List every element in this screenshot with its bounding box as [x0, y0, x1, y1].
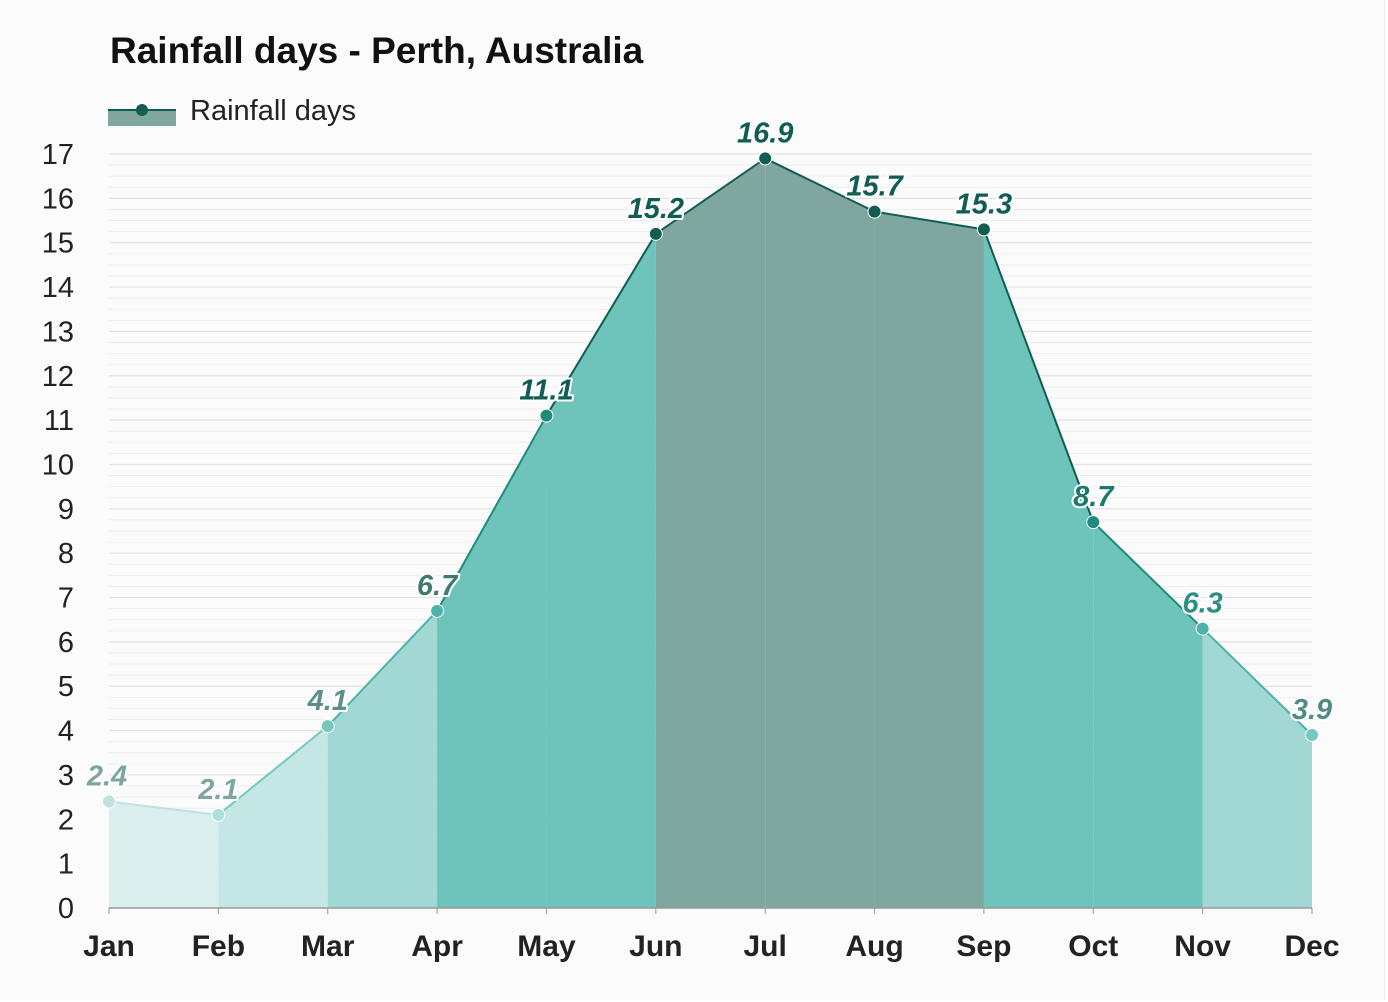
chart-title: Rainfall days - Perth, Australia: [110, 30, 644, 71]
data-label-aug: 15.7: [846, 171, 904, 203]
x-tick-label: Jan: [83, 930, 135, 963]
data-label-may: 11.1: [519, 375, 573, 407]
y-tick-label: 14: [42, 272, 74, 304]
data-label-nov: 6.3: [1182, 588, 1222, 620]
y-tick-label: 3: [58, 760, 74, 792]
area-segment-jul: [765, 158, 875, 908]
series-line-segment: [545, 233, 657, 417]
data-label-mar: 4.1: [307, 685, 348, 717]
y-tick-label: 16: [42, 183, 74, 215]
series-line-segment: [108, 800, 219, 816]
data-point-feb: [211, 807, 226, 822]
legend-label: Rainfall days: [190, 94, 357, 127]
y-tick-label: 17: [42, 139, 74, 171]
x-tick-label: Sep: [956, 930, 1011, 963]
x-tick-label: Jul: [744, 930, 787, 963]
x-tick-label: Jun: [629, 930, 682, 963]
data-point-apr: [430, 603, 445, 618]
data-label-sep: 15.3: [956, 188, 1012, 220]
y-tick-label: 1: [58, 849, 74, 881]
area-segment-aug: [874, 211, 984, 909]
data-label-jan: 2.4: [86, 761, 127, 793]
y-tick-label: 10: [42, 449, 74, 481]
x-tick-label: Dec: [1284, 930, 1339, 963]
area-segment-nov: [1202, 628, 1312, 908]
x-tick-label: Apr: [411, 930, 463, 963]
legend-swatch-icon: [108, 99, 176, 126]
series-line-segment: [1201, 627, 1313, 736]
series-line-segment: [874, 210, 985, 231]
data-point-nov: [1195, 621, 1210, 636]
y-tick-label: 11: [44, 405, 74, 437]
data-label-dec: 3.9: [1292, 694, 1332, 726]
data-label-apr: 6.7: [417, 570, 459, 602]
y-tick-label: 5: [58, 671, 74, 703]
legend[interactable]: Rainfall days: [108, 93, 356, 129]
data-point-oct: [1086, 515, 1101, 530]
x-tick-label: Aug: [845, 930, 903, 963]
data-point-sep: [976, 222, 991, 237]
area-segment-oct: [1093, 522, 1203, 908]
area-segment-jan: [109, 801, 219, 908]
series-line-segment: [764, 157, 875, 213]
y-tick-label: 15: [42, 228, 74, 260]
x-tick-label: Feb: [192, 930, 245, 963]
data-point-jul: [758, 151, 773, 166]
data-label-jul: 16.9: [737, 117, 793, 149]
data-point-jun: [648, 226, 663, 241]
y-tick-label: 9: [58, 494, 74, 526]
y-tick-label: 7: [58, 583, 74, 615]
data-point-aug: [867, 204, 882, 219]
series-line-segment: [655, 157, 766, 235]
series-line: [108, 157, 1313, 816]
y-tick-label: 0: [58, 893, 74, 925]
x-tick-label: Nov: [1174, 930, 1231, 963]
markers: [102, 151, 1319, 822]
area-segment-sep: [983, 229, 1094, 908]
x-tick-label: May: [517, 930, 576, 963]
series-line-segment: [217, 725, 329, 816]
x-tick-label: Mar: [301, 930, 355, 963]
area-segments: [109, 158, 1312, 909]
series-line-segment: [436, 415, 548, 612]
data-point-dec: [1305, 728, 1319, 743]
y-tick-label: 4: [58, 716, 74, 748]
area-segment-apr: [437, 415, 547, 908]
y-tick-label: 8: [58, 538, 74, 570]
area-segment-may: [546, 233, 656, 908]
data-point-mar: [320, 719, 335, 734]
x-tick-label: Oct: [1068, 930, 1118, 963]
data-label-oct: 8.7: [1073, 481, 1115, 513]
data-labels: 2.4 2.1 4.1 6.7 11.1 15.2 16.9 15.7 15.3 8.7 6.3 3.…: [84, 115, 1334, 807]
data-label-jun: 15.2: [628, 193, 684, 225]
y-tick-label: 13: [42, 316, 74, 348]
series-line-segment: [1092, 521, 1204, 630]
y-tick-label: 6: [58, 627, 74, 659]
data-label-feb: 2.1: [197, 774, 238, 806]
area-segment-mar: [327, 610, 438, 908]
series-line-segment: [327, 610, 438, 727]
area-segment-jun: [655, 158, 766, 908]
y-tick-label: 2: [58, 804, 74, 836]
data-point-may: [539, 408, 554, 423]
series-line-segment: [982, 229, 1095, 523]
area-segment-feb: [218, 726, 328, 908]
data-point-jan: [102, 794, 116, 809]
y-tick-label: 12: [42, 361, 74, 393]
